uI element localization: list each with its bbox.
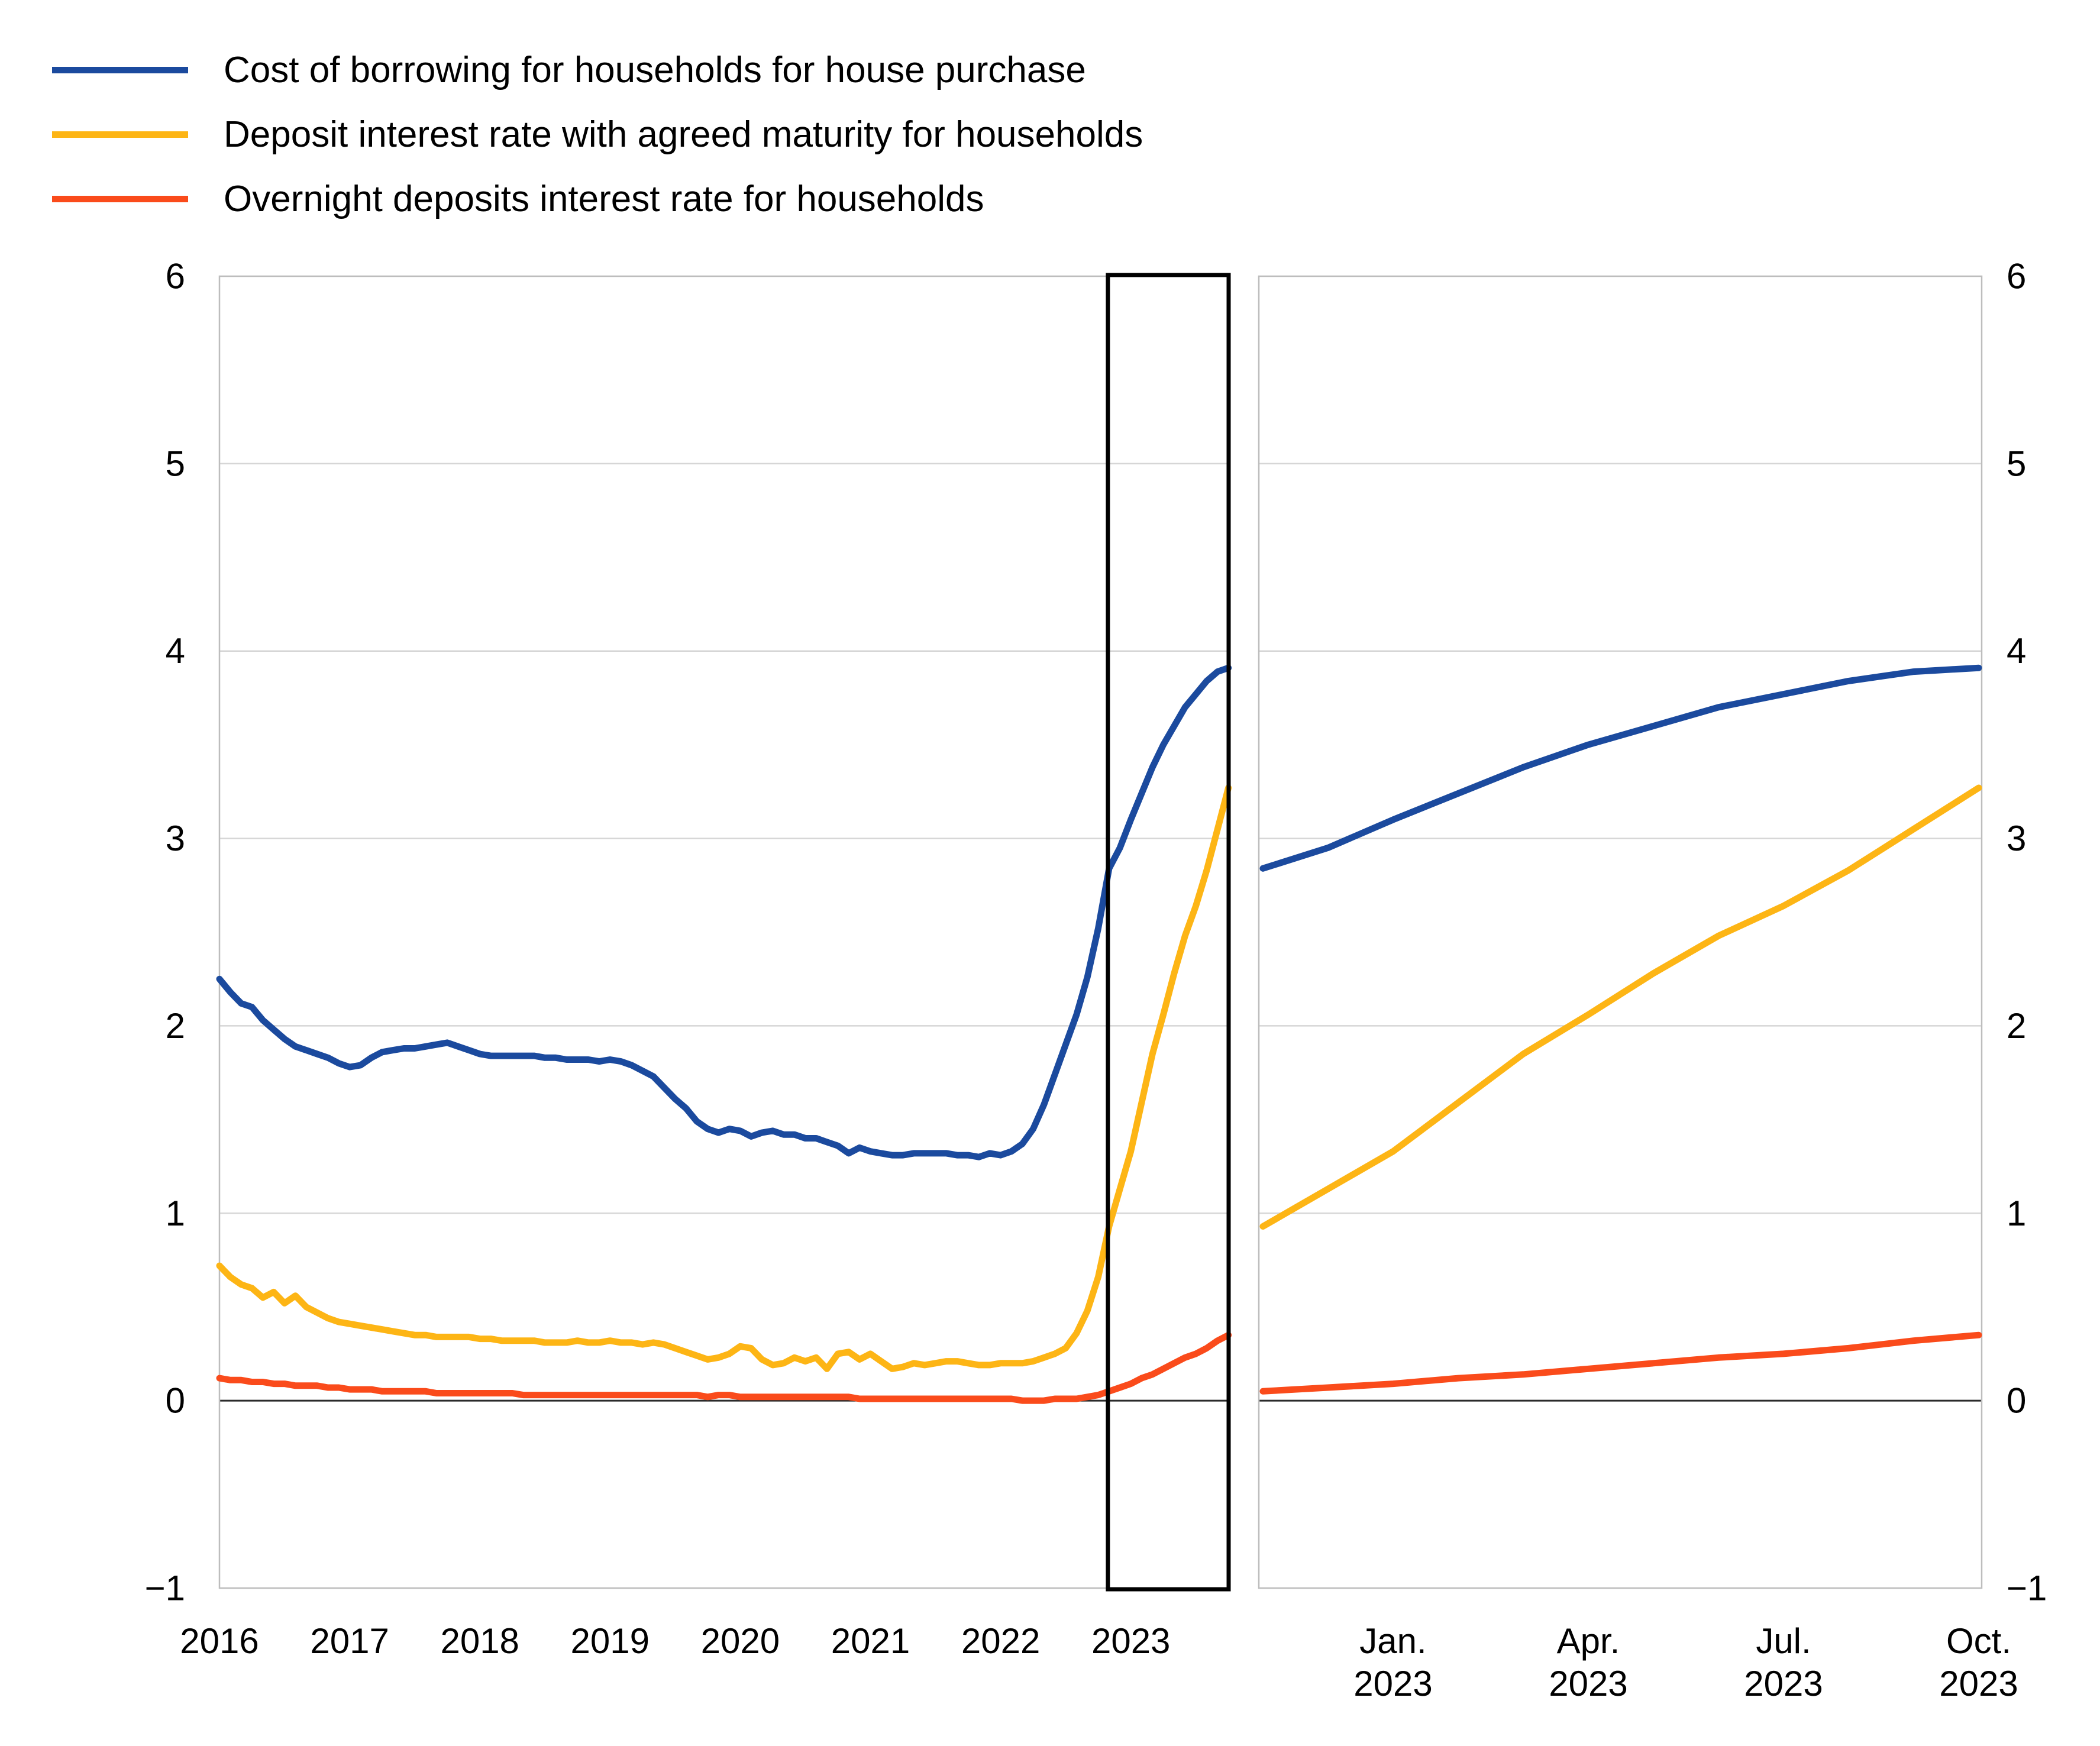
y-axis-tick-label-left: 5 xyxy=(166,444,185,483)
y-axis-tick-label-left: −1 xyxy=(145,1569,185,1608)
x-axis-month-year-label: 2023 xyxy=(1549,1664,1627,1703)
y-axis-tick-label-right: 0 xyxy=(2007,1381,2026,1421)
y-axis-tick-label-left: 1 xyxy=(166,1194,185,1233)
cost-of-borrowing-line xyxy=(216,664,1232,1160)
x-axis-year-label: 2019 xyxy=(571,1621,650,1661)
y-axis-tick-label-left: 4 xyxy=(166,631,185,671)
deposit-agreed-maturity-line xyxy=(216,784,1232,1372)
x-axis-year-label: 2020 xyxy=(701,1621,780,1661)
y-axis-tick-label-right: 1 xyxy=(2007,1194,2026,1233)
x-axis-month-label: Jan. xyxy=(1359,1621,1426,1661)
x-axis-year-label: 2021 xyxy=(831,1621,910,1661)
y-axis-tick-label-right: 6 xyxy=(2007,257,2026,296)
x-axis-year-label: 2018 xyxy=(440,1621,519,1661)
x-axis-year-label: 2022 xyxy=(961,1621,1040,1661)
y-axis-tick-label-left: 2 xyxy=(166,1006,185,1046)
red-line-swatch-icon xyxy=(52,196,188,202)
legend-label: Deposit interest rate with agreed maturi… xyxy=(224,114,1143,155)
chart-legend: Cost of borrowing for households for hou… xyxy=(52,38,1143,231)
overnight-deposits-line-zoom xyxy=(1259,1331,1982,1395)
y-axis-tick-label-left: 6 xyxy=(166,257,185,296)
blue-line-swatch-icon xyxy=(52,67,188,73)
legend-row: Overnight deposits interest rate for hou… xyxy=(52,167,1143,231)
x-axis-month-year-label: 2023 xyxy=(1744,1664,1823,1703)
x-axis-month-label: Apr. xyxy=(1557,1621,1620,1661)
y-axis-tick-label-right: 5 xyxy=(2007,444,2026,483)
x-axis-month-label: Oct. xyxy=(1946,1621,2011,1661)
y-axis-tick-label-right: 4 xyxy=(2007,631,2026,671)
legend-row: Cost of borrowing for households for hou… xyxy=(52,38,1143,102)
panel-right-border xyxy=(1258,275,1983,1589)
x-axis-month-year-label: 2023 xyxy=(1939,1664,2018,1703)
legend-label: Overnight deposits interest rate for hou… xyxy=(224,178,984,219)
deposit-agreed-maturity-line-zoom xyxy=(1259,784,1982,1230)
x-axis-year-label: 2023 xyxy=(1091,1621,1170,1661)
y-axis-tick-label-left: 3 xyxy=(166,819,185,858)
y-axis-tick-label-right: 2 xyxy=(2007,1006,2026,1046)
x-axis-year-label: 2016 xyxy=(180,1621,259,1661)
overnight-deposits-line xyxy=(216,1331,1232,1404)
x-axis-month-year-label: 2023 xyxy=(1353,1664,1432,1703)
yellow-line-swatch-icon xyxy=(52,131,188,138)
x-axis-year-label: 2017 xyxy=(310,1621,389,1661)
legend-row: Deposit interest rate with agreed maturi… xyxy=(52,102,1143,167)
x-axis-month-label: Jul. xyxy=(1756,1621,1811,1661)
y-axis-tick-label-right: 3 xyxy=(2007,819,2026,858)
cost-of-borrowing-line-zoom xyxy=(1259,664,1982,872)
y-axis-tick-label-right: −1 xyxy=(2007,1569,2047,1608)
legend-label: Cost of borrowing for households for hou… xyxy=(224,49,1086,90)
highlight-box xyxy=(1106,273,1231,1592)
y-axis-tick-label-left: 0 xyxy=(166,1381,185,1421)
